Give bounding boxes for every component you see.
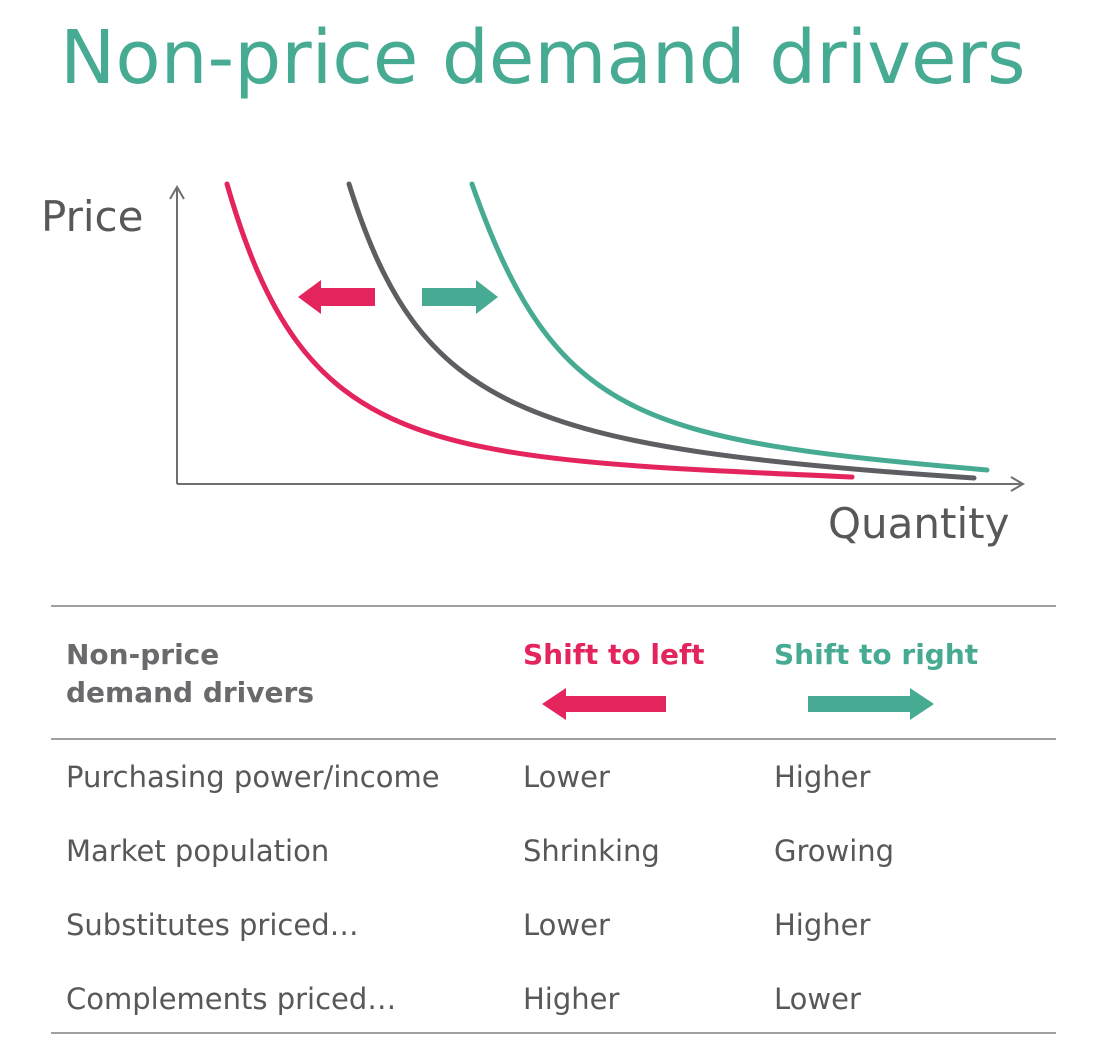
table-header-shift-right: Shift to right (774, 638, 979, 671)
shift-right-cell: Lower (774, 982, 861, 1016)
shift-right-cell: Growing (774, 834, 895, 868)
shift-right-arrow-icon (808, 688, 934, 720)
demand-curve-shift-left (224, 181, 855, 480)
table-row: Complements priced… Higher Lower (0, 979, 1106, 1019)
table-row: Substitutes priced… Lower Higher (0, 905, 1106, 945)
y-axis-label: Price (41, 192, 144, 241)
shift-left-cell: Lower (523, 760, 610, 794)
driver-cell: Substitutes priced… (66, 908, 359, 942)
driver-cell: Complements priced… (66, 982, 397, 1016)
page-title: Non-price demand drivers (60, 15, 1026, 101)
shift-left-cell: Higher (523, 982, 620, 1016)
table-top-divider (51, 605, 1056, 607)
shift-left-arrow-icon (542, 688, 666, 720)
table-header-shift-left: Shift to left (523, 638, 705, 671)
table-header-drivers: Non-price demand drivers (66, 636, 314, 712)
x-axis-arrow-icon (1010, 476, 1025, 492)
graph-right-arrow-icon (422, 280, 498, 314)
driver-cell: Purchasing power/income (66, 760, 440, 794)
demand-curve-original (346, 181, 977, 481)
driver-cell: Market population (66, 834, 330, 868)
shift-right-cell: Higher (774, 760, 871, 794)
table-row: Market population Shrinking Growing (0, 831, 1106, 871)
table-row: Purchasing power/income Lower Higher (0, 757, 1106, 797)
shift-right-cell: Higher (774, 908, 871, 942)
table-bottom-divider (51, 1032, 1056, 1034)
graph-left-arrow-icon (298, 280, 375, 314)
y-axis-arrow-icon (169, 185, 185, 200)
demand-curve-shift-right (469, 181, 990, 473)
table-header-divider (51, 738, 1056, 740)
shift-left-cell: Lower (523, 908, 610, 942)
shift-left-cell: Shrinking (523, 834, 660, 868)
demand-curve-graph (169, 181, 1025, 492)
x-axis-label: Quantity (828, 499, 1010, 548)
drivers-header-text: Non-price demand drivers (66, 638, 314, 709)
